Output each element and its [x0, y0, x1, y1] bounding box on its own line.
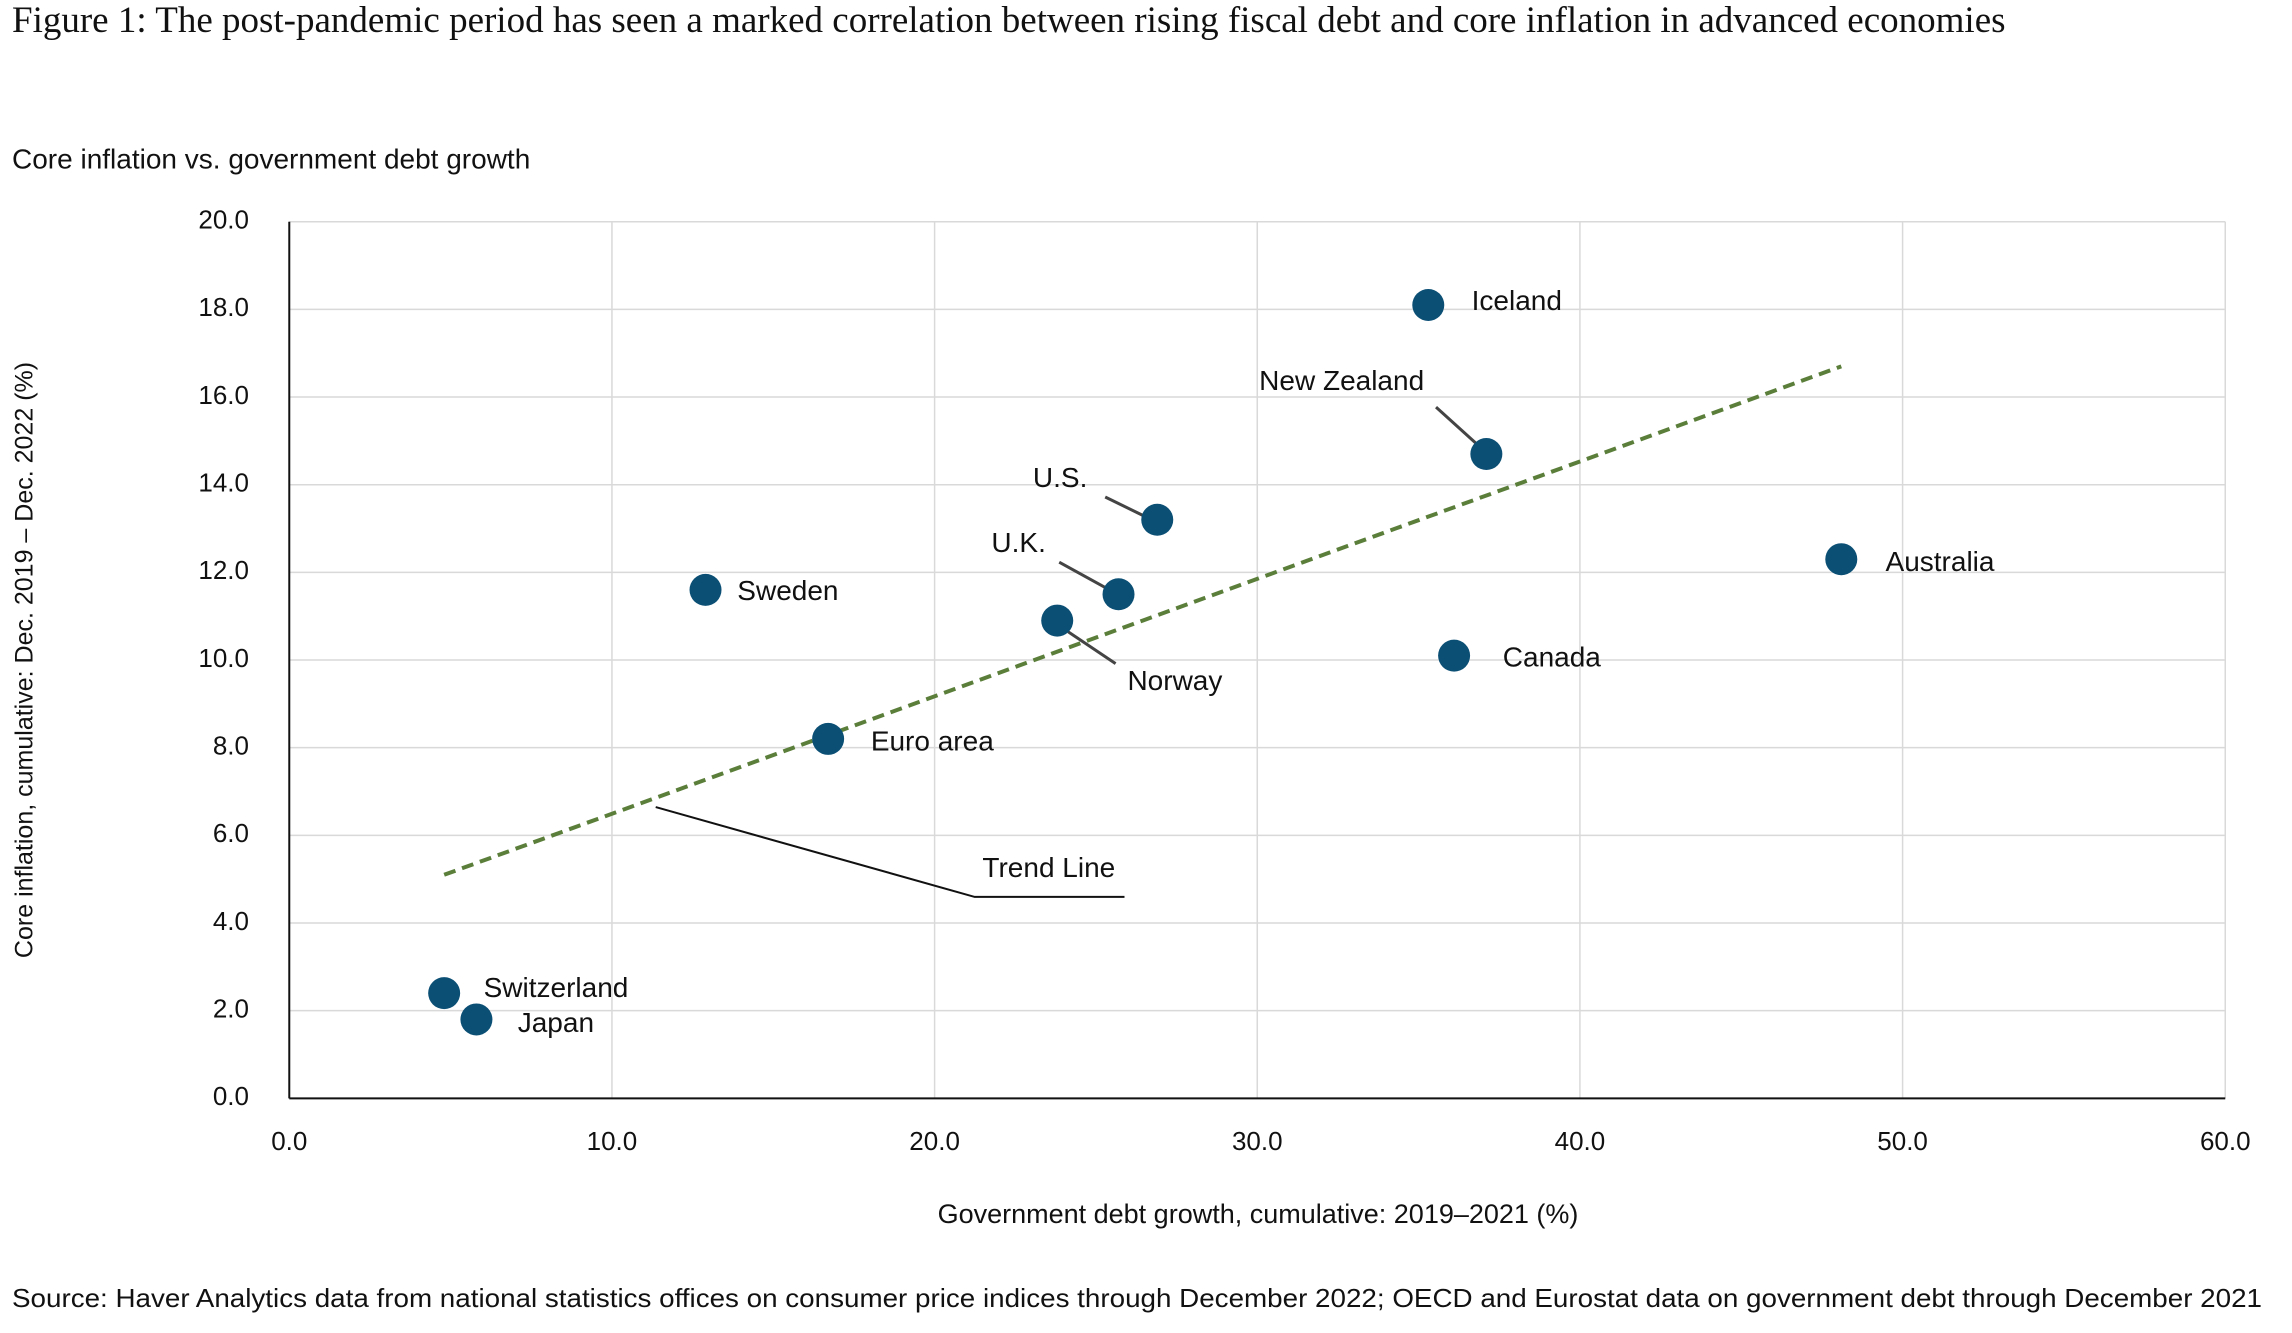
y-tick-label: 18.0 [198, 292, 249, 322]
y-tick-label: 6.0 [213, 818, 249, 848]
chart-subtitle: Core inflation vs. government debt growt… [12, 143, 530, 174]
x-tick-label: 20.0 [909, 1126, 960, 1156]
point-label: Switzerland [484, 972, 629, 1003]
data-point [1825, 543, 1858, 576]
y-tick-label: 2.0 [213, 994, 249, 1024]
x-tick-label: 50.0 [1877, 1126, 1928, 1156]
data-point [428, 977, 461, 1010]
x-tick-label: 40.0 [1555, 1126, 1606, 1156]
source-note: Source: Haver Analytics data from nation… [12, 1283, 2262, 1313]
data-point [1141, 503, 1174, 536]
label-leader [1435, 406, 1478, 445]
y-tick-label: 20.0 [198, 205, 249, 235]
y-tick-label: 12.0 [198, 555, 249, 585]
point-label: Canada [1503, 642, 1602, 673]
point-label: U.K. [991, 527, 1045, 558]
data-point [1438, 639, 1471, 672]
trend-line [443, 364, 1842, 877]
data-point [1102, 578, 1135, 611]
annotation-leader [655, 806, 1125, 898]
label-leader [1067, 630, 1117, 665]
y-axis-title: Core inflation, cumulative: Dec. 2019 – … [11, 362, 39, 958]
point-label: Euro area [871, 726, 994, 757]
y-tick-label: 0.0 [213, 1081, 249, 1111]
y-tick-label: 16.0 [198, 380, 249, 410]
data-point [1412, 288, 1445, 321]
point-label: Australia [1886, 546, 1995, 577]
data-point [812, 722, 845, 755]
point-label: U.S. [1033, 462, 1087, 493]
x-tick-label: 10.0 [587, 1126, 638, 1156]
x-tick-label: 30.0 [1232, 1126, 1283, 1156]
label-leader [1058, 560, 1108, 590]
x-axis-title: Government debt growth, cumulative: 2019… [938, 1199, 1579, 1229]
point-label: Iceland [1472, 285, 1562, 316]
chart-title: Figure 1: The post-pandemic period has s… [12, 0, 2006, 41]
point-label: Sweden [737, 575, 838, 606]
data-point [460, 1003, 493, 1036]
y-tick-label: 8.0 [213, 731, 249, 761]
label-leader [1104, 495, 1145, 518]
y-tick-label: 10.0 [198, 643, 249, 673]
y-tick-label: 14.0 [198, 468, 249, 498]
annotation: Trend Line [982, 852, 1115, 883]
y-tick-label: 4.0 [213, 906, 249, 936]
point-label: New Zealand [1259, 365, 1424, 396]
data-point [1470, 438, 1503, 471]
data-point [689, 573, 722, 606]
point-label: Japan [518, 1007, 594, 1038]
point-label: Norway [1127, 665, 1222, 696]
data-point [1041, 604, 1074, 637]
x-tick-label: 60.0 [2200, 1126, 2251, 1156]
x-tick-label: 0.0 [271, 1126, 307, 1156]
